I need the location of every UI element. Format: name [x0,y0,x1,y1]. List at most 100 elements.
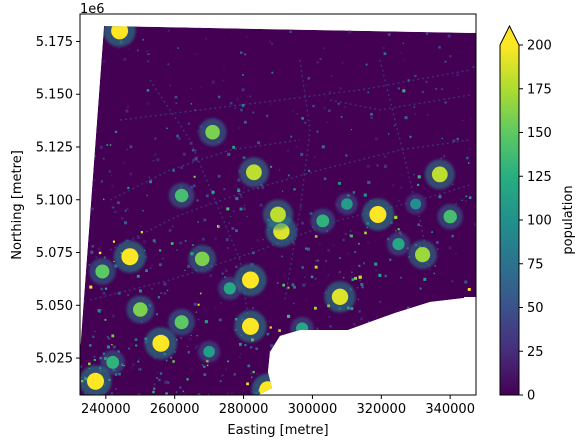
raster-cell [357,287,359,289]
y-tick-label: 5.050 [36,299,73,314]
raster-cell [106,345,110,349]
raster-cell [240,51,243,54]
raster-cell [214,237,217,241]
raster-cell [140,231,143,234]
raster-cell [256,238,260,242]
raster-cell [269,102,272,105]
raster-cell [268,320,270,322]
raster-cell [293,285,296,289]
hotspot [415,247,431,263]
raster-cell [202,65,205,68]
raster-cell [175,102,178,104]
raster-cell [195,347,197,349]
raster-cell [147,53,150,56]
hotspot [431,166,448,183]
raster-cell [217,95,221,99]
raster-cell [137,393,141,395]
plot-frame [79,13,477,396]
hotspot [443,209,457,224]
raster-cell [217,175,221,178]
raster-cell [268,40,271,43]
raster-cell [211,190,215,194]
raster-cell [379,300,382,303]
raster-cell [230,391,234,395]
hotspot [121,248,139,266]
raster-cell [444,101,447,104]
raster-cell [94,331,96,333]
raster-cell [145,269,148,272]
raster-cell [191,244,194,246]
raster-cell [402,59,405,62]
raster-cell [407,306,410,310]
raster-cell [456,73,460,77]
raster-cell [301,221,304,225]
raster-cell [461,199,463,201]
raster-cell [91,207,94,211]
raster-cell [316,327,319,330]
hotspot [106,355,120,369]
raster-cell [104,287,108,290]
raster-cell [167,63,170,66]
raster-cell [307,77,311,80]
raster-cell [206,364,209,367]
x-tick-label: 280000 [219,402,269,417]
raster-cell [363,262,365,265]
x-tick-label: 340000 [425,402,475,417]
raster-cell [328,316,331,318]
raster-cell [235,265,238,268]
raster-cell [435,241,439,244]
raster-cell [122,161,126,165]
raster-cell [353,323,356,326]
raster-cell [292,110,294,112]
raster-cell [175,391,178,393]
raster-cell [165,392,168,395]
raster-cell [222,67,226,71]
raster-cell [344,232,347,235]
raster-cell [424,188,426,190]
hotspot [203,345,215,358]
raster-cell [374,268,378,272]
raster-cell [117,291,121,295]
raster-cell [240,195,243,198]
raster-cell [252,307,254,309]
raster-cell [448,246,452,250]
raster-cell [221,374,224,377]
raster-cell [202,237,205,241]
raster-cell [139,225,142,227]
raster-cell [323,177,327,180]
raster-cell [389,258,392,261]
raster-cell [110,174,113,177]
raster-cell [204,320,208,324]
raster-cell [172,360,175,363]
raster-cell [140,367,143,370]
raster-cell [255,347,258,350]
raster-cell [384,274,387,278]
raster-cell [441,137,443,139]
raster-cell [138,153,141,156]
raster-cell [127,106,129,108]
raster-cell [314,306,317,310]
raster-cell [303,172,305,174]
raster-cell [301,117,304,120]
raster-cell [225,368,227,371]
raster-cell [457,87,459,90]
raster-cell [259,203,263,207]
raster-cell [444,60,447,63]
raster-cell [130,366,133,369]
raster-cell [176,134,179,138]
raster-cell [370,113,373,116]
raster-cell [277,282,279,284]
raster-cell [190,185,194,189]
raster-cell [179,386,182,389]
raster-cell [207,393,210,395]
raster-cell [388,133,390,135]
colorbar-tick-label: 200 [527,39,552,54]
raster-cell [137,360,140,363]
raster-cell [400,186,403,189]
raster-cell [166,381,170,384]
raster-cell [438,195,442,199]
raster-cell [93,179,96,182]
raster-cell [241,64,245,67]
colorbar-tick-label: 25 [527,345,544,360]
